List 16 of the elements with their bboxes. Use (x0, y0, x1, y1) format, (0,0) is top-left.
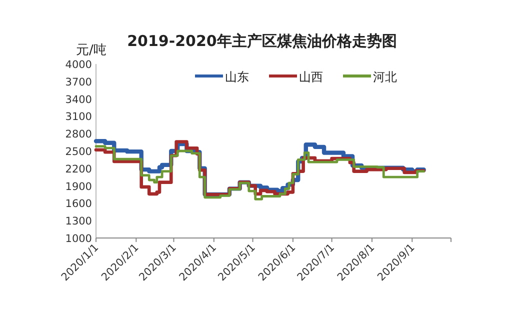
y-tick-label: 2200 (65, 163, 92, 176)
y-tick-label: 2800 (65, 128, 92, 141)
y-tick-label: 2500 (65, 146, 92, 158)
legend-label: 山西 (299, 70, 323, 84)
y-tick-label: 3700 (65, 76, 92, 88)
y-tick-label: 1900 (65, 180, 92, 193)
chart-title: 2019-2020年主产区煤焦油价格走势图 (127, 32, 397, 50)
y-tick-label: 3400 (65, 94, 92, 106)
y-tick-label: 4000 (65, 59, 92, 71)
y-tick-label: 1000 (65, 233, 92, 245)
legend-label: 山东 (225, 70, 249, 84)
y-tick-label: 1300 (65, 216, 92, 228)
y-tick-label: 3100 (65, 111, 92, 124)
y-axis-title: 元/吨 (76, 43, 106, 58)
legend-label: 河北 (373, 70, 397, 84)
y-tick-label: 1600 (65, 198, 92, 210)
